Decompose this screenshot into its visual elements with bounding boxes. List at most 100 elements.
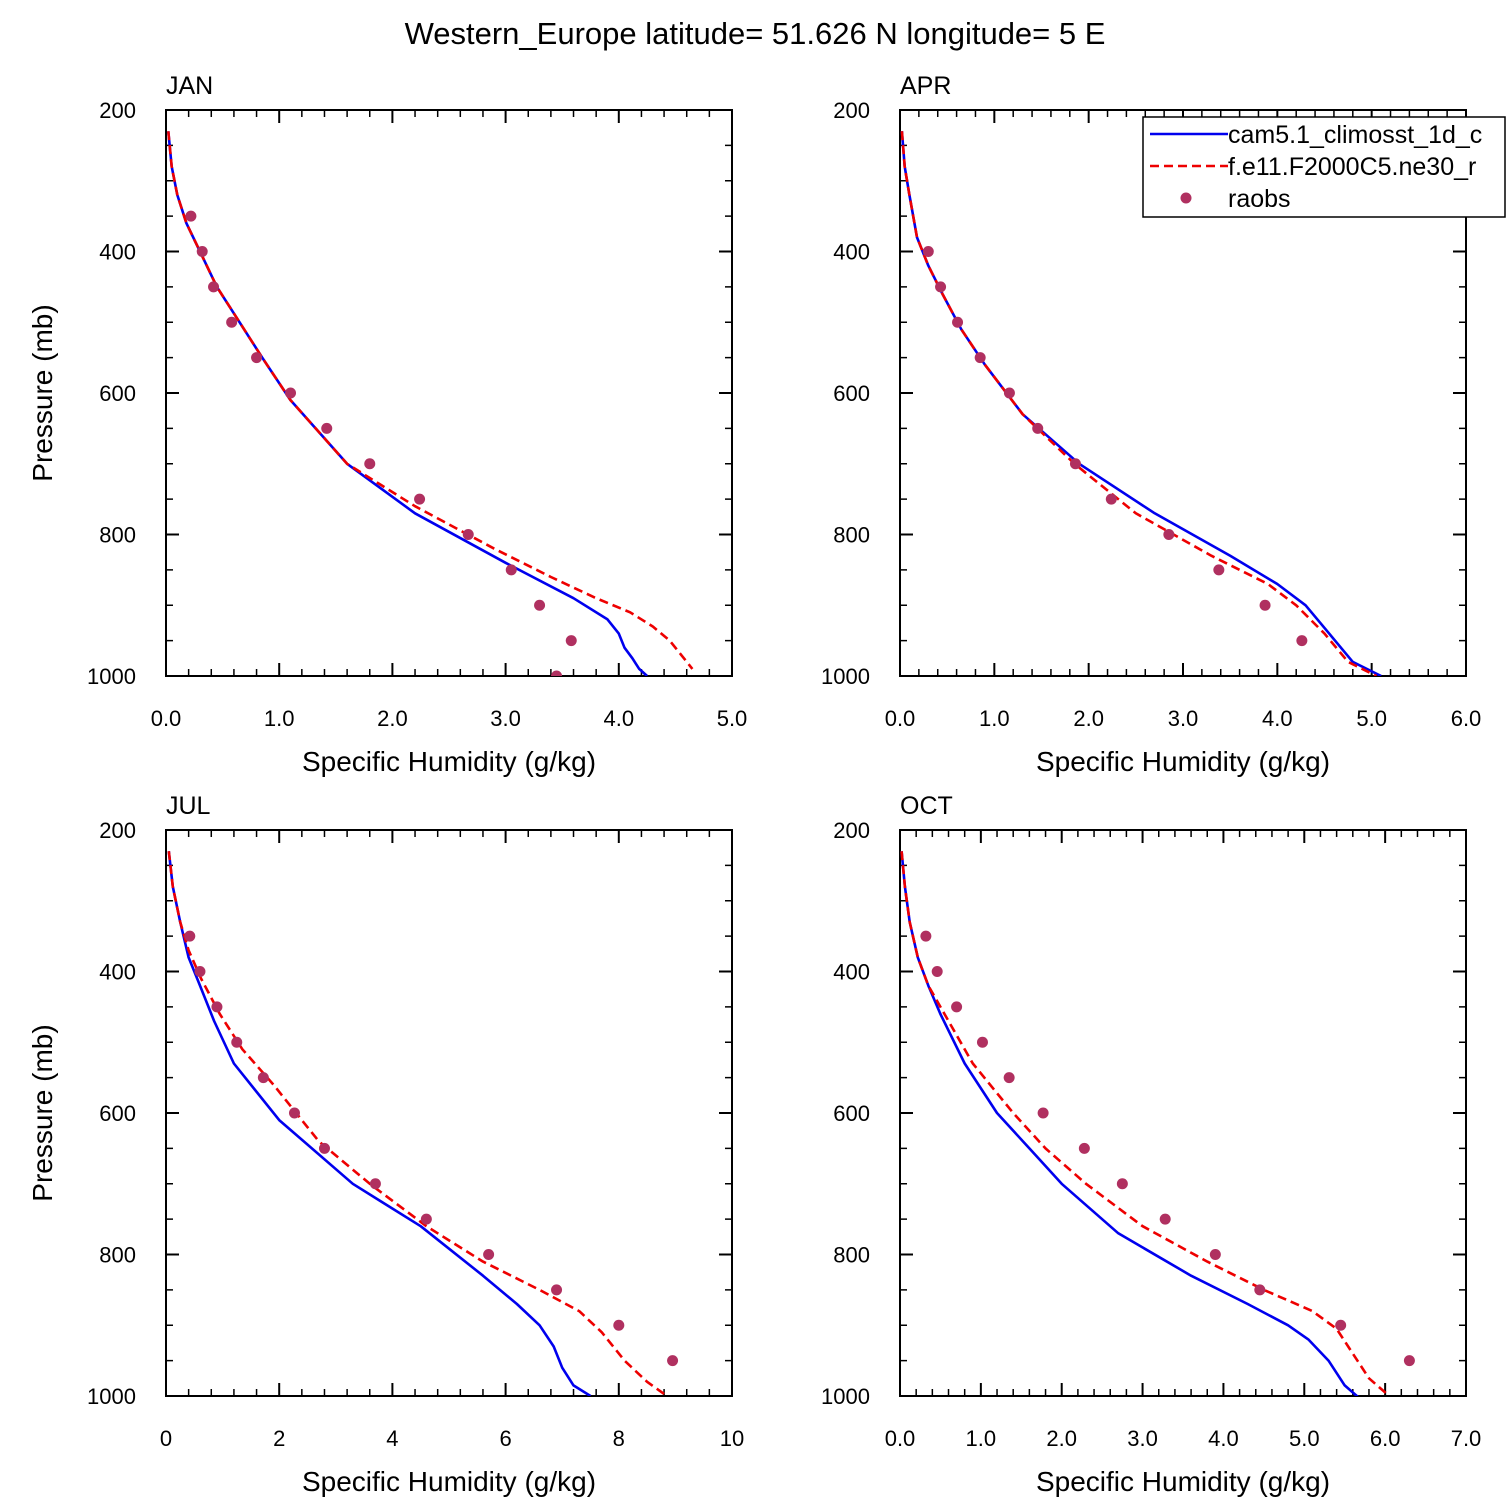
model1-line: [900, 851, 1359, 1396]
panel-jan: JAN 0.0 1.0 2.0 3.0 4.0 5.0 200 400 600 800 1000 Spe…: [27, 72, 747, 777]
panel-label: JUL: [166, 792, 211, 820]
x-tick-label: 4.0: [1208, 1426, 1239, 1451]
raobs-point: [211, 1001, 223, 1013]
y-tick-label: 400: [833, 240, 870, 265]
raobs-point: [462, 529, 474, 540]
y-tick-label: 400: [833, 960, 870, 985]
raobs-point: [184, 930, 196, 942]
x-tick-label: 5.0: [717, 706, 748, 731]
x-tick-label: 2.0: [1046, 1426, 1077, 1451]
x-axis-label: Specific Humidity (g/kg): [302, 1466, 596, 1497]
raobs-point: [922, 246, 934, 257]
raobs-point: [613, 1319, 625, 1331]
x-tick-label: 2.0: [1073, 706, 1104, 731]
plot-frame: [165, 829, 733, 1397]
raobs-point: [505, 564, 517, 576]
panel-jul: JUL 0 2 4 6 8 10 200 400 600 800 1000 Specific Humid…: [27, 792, 744, 1497]
panel-label: JAN: [166, 72, 213, 100]
y-tick-label: 1000: [87, 1384, 136, 1409]
raobs-point: [1296, 635, 1308, 647]
x-axis-label: Specific Humidity (g/kg): [1036, 1466, 1330, 1497]
raobs-point: [1032, 422, 1044, 434]
raobs-point: [1116, 1178, 1128, 1190]
raobs-point: [1003, 1072, 1015, 1084]
legend-marker: [1180, 192, 1192, 204]
x-tick-label: 3.0: [490, 706, 521, 731]
raobs-point: [285, 387, 297, 399]
series-group: [167, 131, 694, 676]
y-axis-label: Pressure (mb): [27, 304, 58, 481]
raobs-point: [1254, 1284, 1266, 1296]
x-tick-label: 1.0: [264, 706, 295, 731]
raobs-point: [565, 635, 577, 647]
raobs-point: [951, 1001, 963, 1013]
y-axis-label: Pressure (mb): [27, 1024, 58, 1201]
x-tick-label: 0: [160, 1426, 172, 1451]
legend-label: raobs: [1228, 185, 1291, 213]
x-tick-label: 3.0: [1127, 1426, 1158, 1451]
y-tick-label: 200: [833, 98, 870, 123]
y-tick-label: 600: [99, 381, 136, 406]
raobs-point: [1209, 1249, 1221, 1260]
x-tick-label: 6.0: [1370, 1426, 1401, 1451]
model2-line: [900, 131, 1377, 676]
x-axis-label: Specific Humidity (g/kg): [302, 746, 596, 777]
panel-label: OCT: [900, 792, 953, 820]
raobs-point: [976, 1036, 988, 1048]
raobs-point: [1069, 458, 1081, 470]
y-tick-label: 1000: [821, 664, 870, 689]
raobs-point: [952, 316, 964, 328]
raobs-point: [1037, 1107, 1049, 1119]
raobs-point: [364, 458, 376, 470]
x-tick-label: 0.0: [151, 706, 182, 731]
raobs-point: [974, 352, 986, 364]
raobs-point: [288, 1107, 300, 1119]
x-tick-label: 4: [386, 1426, 398, 1451]
raobs-point: [1213, 564, 1225, 576]
model1-line: [167, 851, 592, 1396]
raobs-point: [534, 599, 546, 611]
y-tick-label: 400: [99, 960, 136, 985]
legend-label: f.e11.F2000C5.ne30_r: [1228, 153, 1476, 181]
raobs-point: [935, 281, 947, 293]
x-tick-label: 10: [720, 1426, 744, 1451]
raobs-point: [321, 422, 333, 434]
y-tick-label: 600: [99, 1101, 136, 1126]
x-tick-label: 4.0: [604, 706, 635, 731]
y-tick-label: 1000: [87, 664, 136, 689]
x-tick-label: 1.0: [966, 1426, 997, 1451]
raobs-point: [318, 1142, 330, 1154]
x-tick-label: 1.0: [979, 706, 1010, 731]
raobs-point: [1003, 387, 1015, 399]
raobs-point: [208, 281, 220, 293]
y-tick-label: 200: [99, 98, 136, 123]
x-tick-label: 5.0: [1289, 1426, 1320, 1451]
raobs-point: [920, 930, 932, 942]
panel-label: APR: [900, 72, 951, 100]
raobs-point: [1335, 1319, 1347, 1331]
y-tick-label: 200: [833, 818, 870, 843]
y-tick-label: 600: [833, 1101, 870, 1126]
plot-frame: [899, 829, 1467, 1397]
model1-line: [167, 131, 648, 676]
raobs-point: [1403, 1355, 1415, 1367]
raobs-point: [551, 670, 563, 676]
x-tick-label: 6: [499, 1426, 511, 1451]
raobs-point: [251, 352, 263, 364]
x-tick-label: 0.0: [885, 1426, 916, 1451]
panel-oct: OCT 0.0 1.0 2.0 3.0 4.0 5.0 6.0 7.0 200 400 600 800 1…: [821, 792, 1481, 1497]
y-tick-label: 400: [99, 240, 136, 265]
plot-frame: [165, 109, 733, 677]
x-tick-label: 2: [273, 1426, 285, 1451]
y-tick-label: 800: [99, 1243, 136, 1268]
series-group: [900, 851, 1415, 1396]
raobs-point: [185, 210, 197, 222]
model2-line: [900, 851, 1391, 1396]
raobs-point: [231, 1036, 243, 1048]
raobs-point: [194, 966, 206, 977]
raobs-point: [257, 1072, 269, 1084]
y-tick-label: 800: [99, 523, 136, 548]
panels-group: JAN 0.0 1.0 2.0 3.0 4.0 5.0 200 400 600 800 1000 Spe…: [27, 72, 1481, 1497]
x-tick-label: 7.0: [1451, 1426, 1482, 1451]
